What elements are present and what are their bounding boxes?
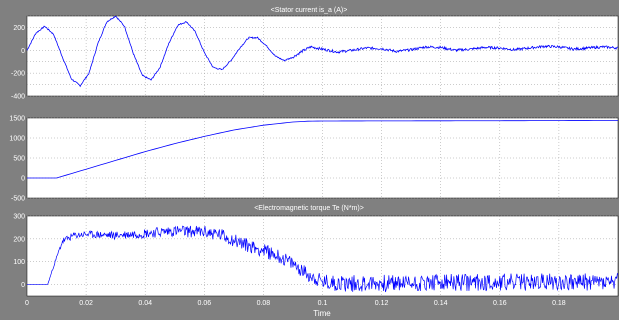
y-tick-label: 500 xyxy=(13,156,25,163)
y-tick-label: 0 xyxy=(21,176,25,183)
yticks-stator-current: 200 0 -200 -400 xyxy=(11,25,25,101)
y-tick-label: -500 xyxy=(11,196,25,203)
y-tick-label: 200 xyxy=(13,236,25,243)
trace-stator-current xyxy=(26,16,619,88)
x-tick-label: 0.04 xyxy=(138,300,152,307)
x-tick-label: 0.16 xyxy=(493,300,507,307)
x-tick-label: 0.08 xyxy=(257,300,271,307)
yticks-rotor-speed: 1500 1000 500 0 -500 xyxy=(9,116,25,203)
xaxis-label-time: Time xyxy=(313,309,331,318)
x-tick-label: 0.18 xyxy=(552,300,566,307)
y-tick-label: 100 xyxy=(13,259,25,266)
y-tick-label: 200 xyxy=(13,25,25,32)
y-tick-label: 300 xyxy=(13,214,25,221)
x-tick-label: 0.14 xyxy=(434,300,448,307)
plot-electromagnetic-torque: <Electromagnetic torque Te (N*m)> 300 200… xyxy=(13,205,619,297)
x-tick-label: 0.02 xyxy=(79,300,93,307)
y-tick-label: 0 xyxy=(21,48,25,55)
grid-rotor-speed xyxy=(27,117,618,199)
x-tick-label: 0.12 xyxy=(375,300,389,307)
y-tick-label: -200 xyxy=(11,71,25,78)
x-tick-label: 0.1 xyxy=(318,300,328,307)
trace-rotor-speed xyxy=(27,120,619,179)
grid-stator-current xyxy=(27,15,618,97)
plot-title-electromagnetic-torque: <Electromagnetic torque Te (N*m)> xyxy=(254,205,364,212)
plot-rotor-speed: 1500 1000 500 0 -500 xyxy=(9,116,619,203)
y-tick-label: 1500 xyxy=(9,116,25,123)
x-tick-label: 0.06 xyxy=(197,300,211,307)
y-tick-label: 1000 xyxy=(9,136,25,143)
x-tick-label: 0 xyxy=(25,300,29,307)
xticks-time: 0 0.02 0.04 0.06 0.08 0.1 0.12 0.14 0.16 0.18 xyxy=(25,300,566,307)
y-tick-label: 0 xyxy=(21,282,25,289)
y-tick-label: -400 xyxy=(11,94,25,101)
plot-title-stator-current: <Stator current is_a (A)> xyxy=(271,7,348,14)
yticks-electromagnetic-torque: 300 200 100 0 xyxy=(13,214,25,290)
plot-stator-current: <Stator current is_a (A)> 200 0 -200 -400 xyxy=(11,7,619,101)
trace-electromagnetic-torque xyxy=(27,225,619,293)
